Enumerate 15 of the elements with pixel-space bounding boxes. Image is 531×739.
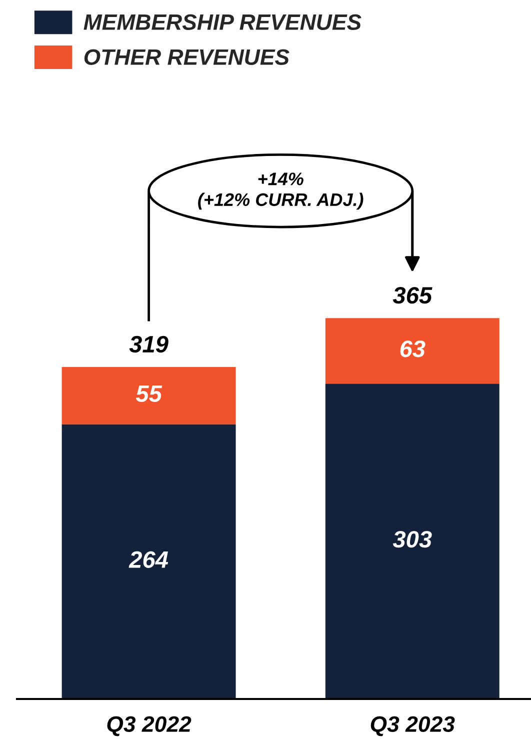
legend-label: MEMBERSHIP REVENUES [84,14,362,30]
data-label: 55 [136,385,162,402]
bar [62,424,236,699]
text: +14% (+12% CURR. ADJ.) [198,172,364,210]
total-label: 365 [392,286,432,304]
legend-label: OTHER REVENUES [84,49,290,65]
data-label: 303 [392,530,432,548]
bar [62,366,236,424]
x-tick-label: Q3 2022 [107,716,192,736]
data-label: 63 [400,340,426,358]
bar [325,384,500,699]
total-label: 319 [129,336,168,353]
data-label: 264 [128,551,168,568]
bar [325,318,500,384]
x-tick-label: Q3 2023 [370,716,455,736]
